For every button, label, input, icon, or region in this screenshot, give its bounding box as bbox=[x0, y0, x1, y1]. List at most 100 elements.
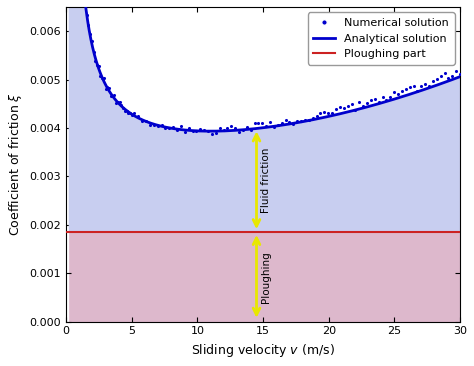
Point bbox=[301, 117, 309, 123]
Point bbox=[239, 127, 247, 133]
Point bbox=[142, 118, 150, 124]
Point bbox=[189, 128, 196, 134]
Point bbox=[290, 121, 297, 127]
Point bbox=[93, 62, 101, 68]
Point bbox=[293, 118, 301, 124]
Point bbox=[452, 68, 460, 74]
Point bbox=[414, 88, 421, 94]
Point bbox=[344, 103, 351, 109]
Point bbox=[173, 127, 181, 132]
Point bbox=[95, 63, 102, 68]
Point bbox=[406, 84, 413, 90]
Point bbox=[201, 127, 208, 133]
Point bbox=[165, 125, 173, 131]
Point bbox=[204, 128, 212, 134]
Point bbox=[379, 94, 386, 100]
Point bbox=[138, 118, 146, 124]
Point bbox=[102, 86, 109, 92]
Point bbox=[348, 101, 356, 107]
Point bbox=[208, 131, 216, 137]
Point bbox=[235, 129, 243, 135]
Point bbox=[371, 96, 379, 102]
Point bbox=[263, 123, 270, 128]
Point bbox=[247, 127, 255, 132]
Point bbox=[158, 122, 165, 128]
Point bbox=[83, 12, 91, 18]
Point bbox=[437, 73, 445, 79]
Point bbox=[169, 124, 177, 130]
Point bbox=[100, 75, 108, 81]
Point bbox=[391, 89, 398, 95]
Point bbox=[114, 100, 122, 105]
Point bbox=[421, 82, 429, 87]
Point bbox=[340, 105, 347, 111]
Point bbox=[128, 112, 136, 118]
X-axis label: Sliding velocity $v$ (m/s): Sliding velocity $v$ (m/s) bbox=[191, 342, 335, 359]
Point bbox=[317, 110, 324, 116]
Point bbox=[197, 126, 204, 132]
Point bbox=[131, 110, 138, 116]
Point bbox=[425, 83, 433, 89]
Point bbox=[309, 115, 317, 120]
Point bbox=[90, 49, 97, 55]
Point bbox=[84, 22, 92, 28]
Point bbox=[126, 110, 134, 116]
Point bbox=[192, 128, 200, 134]
Point bbox=[356, 100, 363, 105]
Point bbox=[418, 83, 425, 89]
Point bbox=[266, 119, 274, 125]
Point bbox=[99, 75, 106, 81]
Point bbox=[398, 89, 406, 94]
Point bbox=[121, 108, 128, 114]
Point bbox=[297, 118, 305, 124]
Point bbox=[125, 110, 132, 116]
Point bbox=[224, 125, 231, 131]
Point bbox=[274, 122, 282, 128]
Point bbox=[394, 91, 402, 97]
Text: Ploughing: Ploughing bbox=[261, 251, 271, 303]
Point bbox=[150, 122, 157, 127]
Point bbox=[104, 85, 111, 90]
Point bbox=[270, 124, 278, 130]
Point bbox=[118, 102, 125, 108]
Point bbox=[363, 100, 371, 106]
Point bbox=[332, 107, 340, 112]
Point bbox=[441, 71, 448, 76]
Point bbox=[110, 92, 118, 98]
Point bbox=[107, 93, 115, 99]
Point bbox=[336, 105, 344, 111]
Point bbox=[146, 122, 154, 127]
Point bbox=[185, 125, 192, 131]
Point bbox=[359, 103, 367, 109]
Point bbox=[212, 130, 219, 136]
Point bbox=[367, 97, 374, 102]
Point bbox=[429, 78, 437, 84]
Point bbox=[81, 0, 89, 6]
Point bbox=[448, 73, 456, 79]
Point bbox=[231, 125, 239, 131]
Point bbox=[375, 99, 383, 105]
Point bbox=[320, 109, 328, 115]
Text: Fluid friction: Fluid friction bbox=[261, 147, 271, 213]
Point bbox=[162, 125, 169, 131]
Point bbox=[258, 120, 266, 126]
Point bbox=[228, 123, 235, 129]
Point bbox=[352, 107, 359, 113]
Point bbox=[402, 86, 410, 92]
Point bbox=[286, 119, 293, 124]
Point bbox=[433, 76, 441, 82]
Point bbox=[282, 117, 290, 123]
Point bbox=[91, 58, 99, 64]
Point bbox=[251, 120, 258, 126]
Point bbox=[123, 108, 130, 113]
Point bbox=[313, 113, 320, 119]
Point bbox=[305, 117, 313, 123]
Point bbox=[278, 120, 285, 126]
Point bbox=[88, 38, 96, 44]
Point bbox=[324, 110, 332, 116]
Point bbox=[220, 127, 228, 132]
Point bbox=[116, 100, 123, 105]
Point bbox=[97, 73, 104, 79]
Point bbox=[383, 98, 390, 104]
Point bbox=[154, 123, 162, 129]
